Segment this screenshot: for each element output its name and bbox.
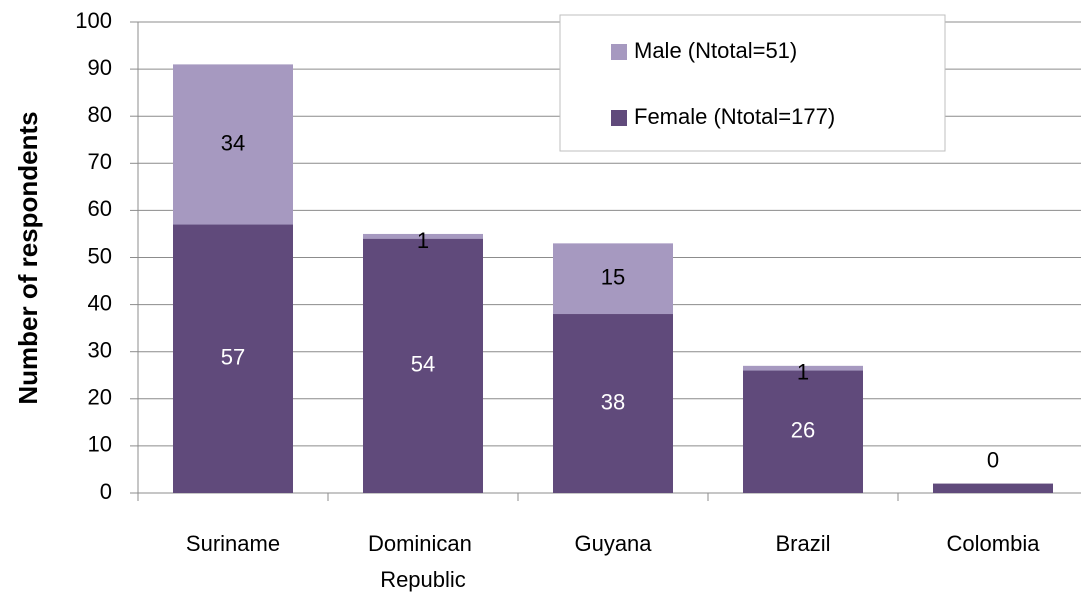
y-tick-label: 50 bbox=[88, 243, 112, 268]
legend-label: Female (Ntotal=177) bbox=[634, 104, 835, 129]
data-label: 38 bbox=[601, 389, 625, 414]
legend-box bbox=[559, 14, 946, 152]
data-label: 34 bbox=[221, 130, 245, 155]
data-label: 57 bbox=[221, 345, 245, 370]
data-label: 0 bbox=[987, 447, 999, 472]
y-tick-label: 80 bbox=[88, 102, 112, 127]
bar-segment bbox=[553, 243, 673, 315]
legend-swatch bbox=[611, 110, 627, 126]
data-label: 1 bbox=[417, 228, 429, 253]
x-tick-label: Brazil bbox=[775, 531, 830, 556]
data-label: 1 bbox=[797, 360, 809, 385]
y-tick-label: 60 bbox=[88, 196, 112, 221]
y-tick-label: 30 bbox=[88, 338, 112, 363]
y-tick-label: 100 bbox=[75, 8, 112, 33]
bar-segment bbox=[553, 314, 673, 493]
data-label: 54 bbox=[411, 352, 435, 377]
bar-segment bbox=[173, 64, 293, 225]
bar-segment bbox=[933, 483, 1053, 493]
data-label: 15 bbox=[601, 265, 625, 290]
x-tick-label: Suriname bbox=[186, 531, 280, 556]
y-tick-label: 0 bbox=[100, 479, 112, 504]
x-tick-label: Dominican Republic bbox=[368, 531, 478, 592]
x-tick-label: Colombia bbox=[947, 531, 1041, 556]
bar-segment bbox=[743, 365, 863, 371]
y-axis-title: Number of respondents bbox=[13, 111, 43, 404]
data-label: 26 bbox=[791, 418, 815, 443]
y-tick-label: 20 bbox=[88, 385, 112, 410]
y-tick-label: 70 bbox=[88, 149, 112, 174]
legend-label: Male (Ntotal=51) bbox=[634, 38, 797, 63]
y-tick-label: 40 bbox=[88, 290, 112, 315]
bar-segment bbox=[363, 233, 483, 239]
y-tick-label: 90 bbox=[88, 55, 112, 80]
y-tick-label: 10 bbox=[88, 432, 112, 457]
bar-segment bbox=[173, 224, 293, 493]
legend-swatch bbox=[611, 44, 627, 60]
x-tick-label: Guyana bbox=[574, 531, 652, 556]
bar-segment bbox=[363, 238, 483, 493]
bar-segment bbox=[743, 370, 863, 493]
